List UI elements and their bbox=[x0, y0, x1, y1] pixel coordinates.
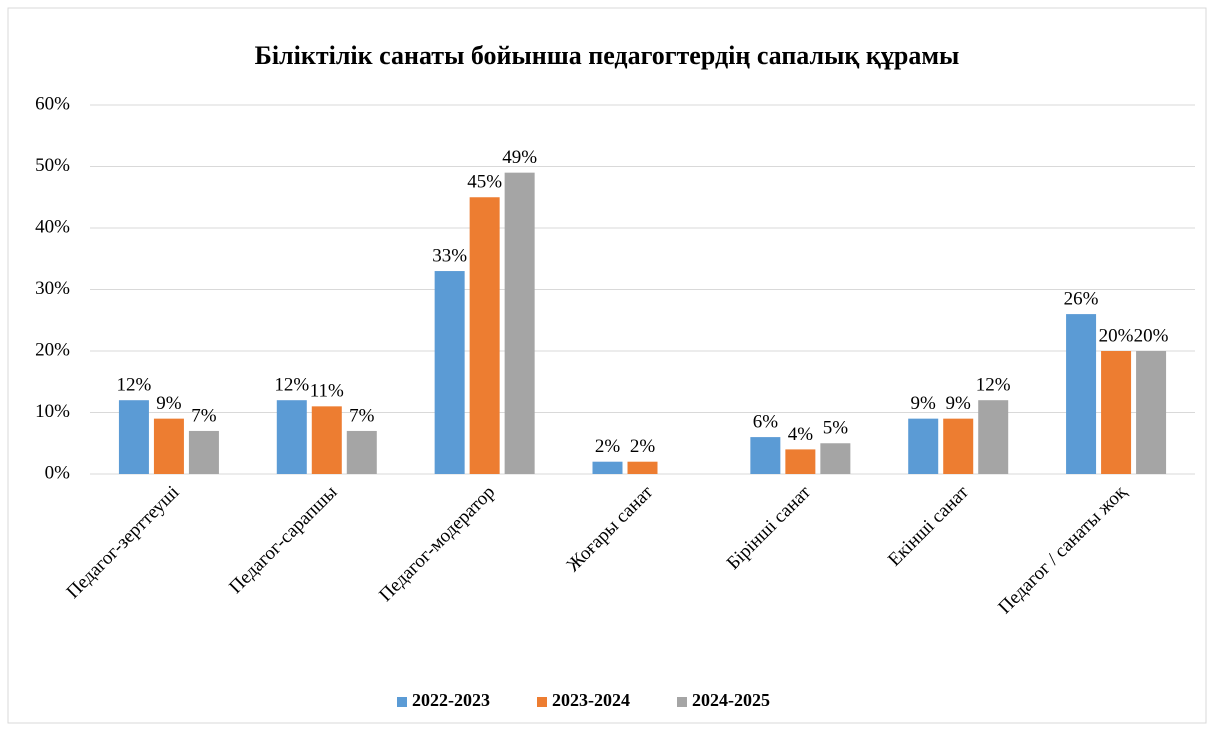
data-label: 12% bbox=[274, 375, 309, 396]
data-label: 12% bbox=[117, 375, 152, 396]
bar bbox=[785, 449, 816, 474]
y-tick-label: 0% bbox=[45, 462, 71, 483]
bar bbox=[276, 400, 307, 474]
bar bbox=[153, 418, 184, 474]
y-tick-label: 20% bbox=[35, 339, 70, 360]
bar bbox=[188, 430, 219, 474]
bar bbox=[592, 461, 623, 474]
bar bbox=[820, 443, 851, 474]
bar bbox=[943, 418, 974, 474]
data-label: 2% bbox=[595, 436, 621, 457]
data-label: 26% bbox=[1064, 288, 1099, 309]
data-label: 6% bbox=[753, 411, 779, 432]
bar bbox=[504, 172, 535, 474]
bar bbox=[1136, 351, 1167, 474]
y-tick-label: 30% bbox=[35, 278, 70, 299]
data-label: 45% bbox=[467, 172, 502, 193]
data-label: 12% bbox=[976, 375, 1011, 396]
legend-swatch bbox=[677, 697, 687, 707]
bar bbox=[1101, 351, 1132, 474]
bar bbox=[469, 197, 500, 474]
bar bbox=[346, 430, 377, 474]
y-tick-label: 40% bbox=[35, 216, 70, 237]
legend-swatch bbox=[397, 697, 407, 707]
data-label: 20% bbox=[1099, 325, 1134, 346]
legend-label: 2024-2025 bbox=[692, 690, 770, 710]
bar bbox=[1066, 314, 1097, 474]
data-label: 9% bbox=[156, 393, 182, 414]
chart-title: Біліктілік санаты бойынша педагогтердің … bbox=[255, 41, 960, 70]
data-label: 9% bbox=[911, 393, 937, 414]
legend-label: 2022-2023 bbox=[412, 690, 490, 710]
data-label: 11% bbox=[310, 381, 344, 402]
data-label: 4% bbox=[788, 424, 814, 445]
legend-label: 2023-2024 bbox=[552, 690, 630, 710]
bar bbox=[750, 437, 781, 474]
y-tick-label: 10% bbox=[35, 401, 70, 422]
bar bbox=[908, 418, 939, 474]
data-label: 7% bbox=[191, 405, 217, 426]
bar bbox=[434, 271, 465, 474]
data-label: 9% bbox=[946, 393, 972, 414]
data-label: 5% bbox=[823, 418, 849, 439]
y-tick-label: 50% bbox=[35, 155, 70, 176]
chart-border bbox=[7, 7, 1207, 724]
data-label: 33% bbox=[432, 245, 467, 266]
bar bbox=[627, 461, 658, 474]
data-label: 2% bbox=[630, 436, 656, 457]
data-label: 20% bbox=[1134, 325, 1169, 346]
legend-swatch bbox=[537, 697, 547, 707]
y-tick-label: 60% bbox=[35, 93, 70, 114]
bar bbox=[978, 400, 1009, 474]
data-label: 7% bbox=[349, 405, 375, 426]
data-label: 49% bbox=[502, 147, 537, 168]
bar bbox=[311, 406, 342, 474]
bar bbox=[118, 400, 149, 474]
